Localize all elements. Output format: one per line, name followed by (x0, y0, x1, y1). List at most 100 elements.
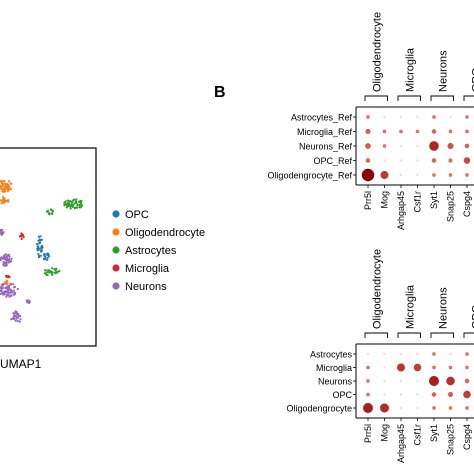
umap-point (75, 198, 78, 201)
dot-marker (429, 141, 439, 151)
umap-xlabel: UMAP1 (0, 357, 42, 371)
dot-marker (432, 365, 436, 370)
legend-label: Microglia (125, 263, 170, 275)
dot-marker (413, 363, 422, 372)
dot-marker (383, 115, 386, 119)
umap-point (19, 315, 22, 318)
umap-point (51, 267, 54, 270)
dot-marker (428, 375, 440, 387)
dot-marker (416, 159, 419, 162)
legend-marker (112, 264, 120, 272)
umap-point (65, 206, 68, 209)
umap-point (9, 291, 12, 294)
umap-point (9, 182, 12, 185)
row-label: Oligodengrocyte_Ref (267, 171, 352, 181)
umap-point (21, 234, 25, 237)
umap-point (58, 270, 61, 273)
dot-marker (432, 115, 436, 119)
dot-marker (465, 129, 469, 134)
umap-point (39, 254, 42, 257)
umap-point (14, 285, 17, 288)
umap-point (8, 295, 11, 298)
umap-point (47, 255, 51, 258)
dot-marker (366, 352, 370, 356)
dot-marker (447, 391, 454, 398)
group-label: Oligodendrocyte (371, 12, 383, 92)
umap-point (3, 190, 6, 193)
dot-marker (431, 392, 437, 397)
umap-point (0, 230, 3, 233)
umap-point (16, 319, 19, 322)
gene-label: Prr5l (363, 424, 373, 443)
umap-point (16, 312, 19, 315)
panel-label-b: B (214, 84, 226, 101)
group-label: Microglia (404, 284, 416, 329)
dot-marker (416, 144, 419, 148)
row-label: Microglia (316, 363, 352, 373)
umap-point (18, 320, 21, 323)
umap-point (4, 183, 7, 186)
umap-point (4, 281, 7, 284)
dot-marker (383, 393, 386, 396)
umap-point (5, 261, 8, 264)
dot-marker (382, 129, 387, 134)
dot-marker (432, 406, 436, 410)
umap-point (13, 314, 16, 317)
dot-marker (446, 376, 455, 386)
dot-marker (416, 173, 419, 177)
dot-marker (383, 159, 386, 162)
dot-marker (448, 406, 453, 410)
umap-point (28, 300, 31, 303)
dot-marker (465, 115, 469, 119)
group-bracket (463, 332, 474, 338)
umap-point (10, 318, 13, 321)
umap-point (70, 204, 73, 208)
dot-marker (464, 143, 470, 149)
umap-point (50, 212, 53, 215)
gene-label: Mog (380, 191, 390, 209)
legend-marker (112, 246, 120, 254)
dotplot-query: Astrocytes Microglia Neurons OPC Oligodengro… (286, 249, 474, 463)
umap-point (37, 253, 40, 256)
umap-point (43, 253, 47, 256)
umap-point (80, 204, 84, 207)
gene-label: Csf1r (413, 424, 423, 446)
dot-marker (365, 158, 371, 163)
dot-marker (365, 143, 371, 149)
umap-point (7, 254, 10, 257)
umap-point (5, 256, 8, 259)
group-label: OPC (470, 305, 474, 329)
umap-point (1, 286, 4, 290)
umap-point (7, 180, 11, 183)
umap-point (26, 301, 29, 304)
dot-marker (366, 365, 370, 370)
umap-point (64, 200, 67, 203)
umap-point (43, 258, 46, 261)
dot-marker (399, 144, 403, 148)
umap-point (51, 210, 55, 213)
umap-point (0, 256, 2, 260)
group-label: Neurons (437, 50, 449, 92)
umap-point (7, 261, 10, 264)
umap-point (46, 256, 49, 259)
umap-point (2, 190, 5, 193)
umap-point (76, 204, 79, 207)
umap-point (10, 257, 13, 260)
legend-marker (112, 282, 120, 290)
umap-point (0, 288, 3, 291)
legend-label: OPC (125, 209, 149, 221)
legend-item-oligodendrocyte: Oligodendrocyte (112, 227, 205, 239)
umap-frame (0, 147, 97, 347)
umap-point (3, 290, 7, 293)
umap-point (13, 292, 17, 295)
umap-point (1, 180, 4, 183)
umap-point (71, 201, 74, 204)
legend-item-astrocytes: Astrocytes (112, 245, 177, 257)
umap-point (76, 206, 79, 209)
umap-point (2, 180, 5, 183)
umap-point (0, 188, 3, 191)
row-label: Astrocytes (310, 350, 353, 360)
dot-marker (448, 129, 453, 134)
umap-point (71, 205, 75, 208)
